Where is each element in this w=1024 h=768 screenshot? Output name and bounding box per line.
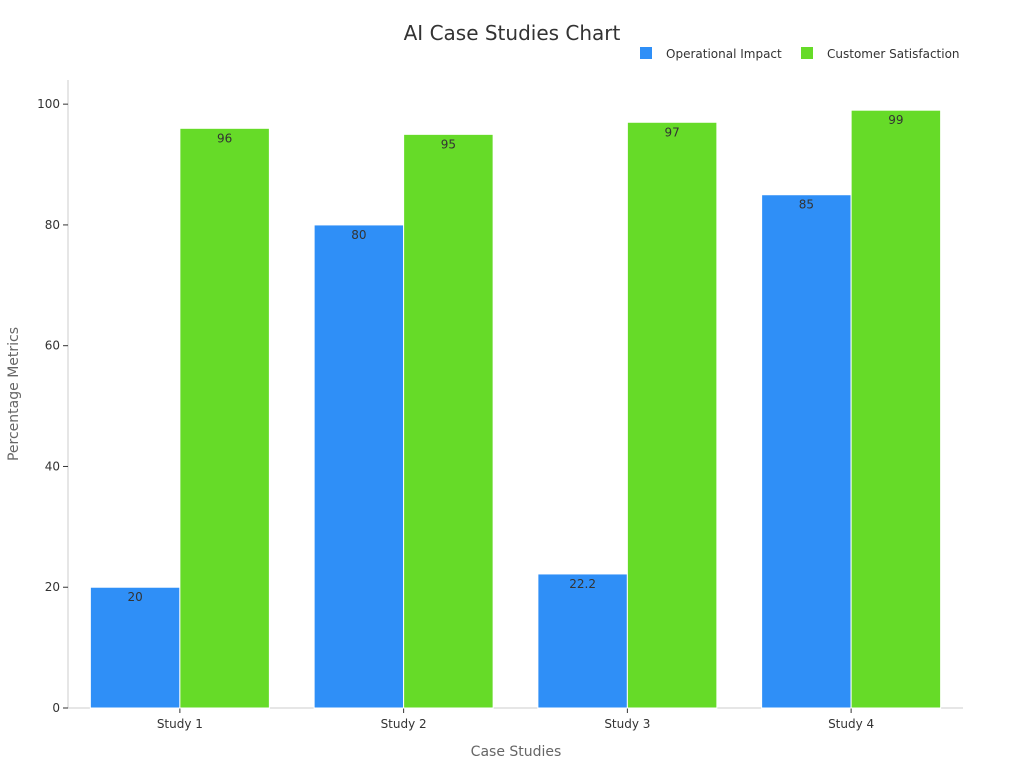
bar-customer-satisfaction [403,133,494,709]
y-tick-label: 60 [45,339,60,353]
data-label: 20 [127,590,142,604]
x-tick-label: Study 4 [828,717,874,731]
data-label: 96 [217,131,232,145]
bar-customer-satisfaction [626,121,718,709]
y-axis-title: Percentage Metrics [6,327,22,461]
data-label: 85 [799,198,814,212]
legend-label: Customer Satisfaction [827,47,960,61]
data-labels: 20 96 80 95 22.2 97 85 99 [127,113,903,604]
data-label: 95 [441,137,456,151]
data-label: 22.2 [569,577,596,591]
x-axis-ticks: Study 1 Study 2 Study 3 Study 4 [157,708,874,731]
x-axis-title: Case Studies [471,744,562,760]
y-tick-label: 0 [52,701,60,715]
bars [89,109,942,709]
y-tick-label: 20 [45,580,60,594]
data-label: 80 [351,228,366,242]
bar-operational-impact [313,224,405,709]
bar-customer-satisfaction [179,127,270,709]
y-axis-ticks: 0 20 40 60 80 100 [37,97,68,715]
y-tick-label: 100 [37,97,60,111]
bar-operational-impact [761,194,852,709]
bar-operational-impact [537,573,628,709]
y-tick-label: 40 [45,459,60,473]
x-tick-label: Study 3 [604,717,650,731]
legend-label: Operational Impact [666,47,782,61]
legend-swatch [801,47,813,59]
legend-swatch [640,47,652,59]
y-tick-label: 80 [45,218,60,232]
data-label: 97 [664,125,679,139]
x-tick-label: Study 1 [157,717,203,731]
bar-operational-impact [89,586,181,709]
data-label: 99 [888,113,903,127]
chart-title: AI Case Studies Chart [404,21,621,45]
x-tick-label: Study 2 [381,717,427,731]
legend: Operational Impact Customer Satisfaction [640,47,960,61]
bar-customer-satisfaction [850,109,942,709]
